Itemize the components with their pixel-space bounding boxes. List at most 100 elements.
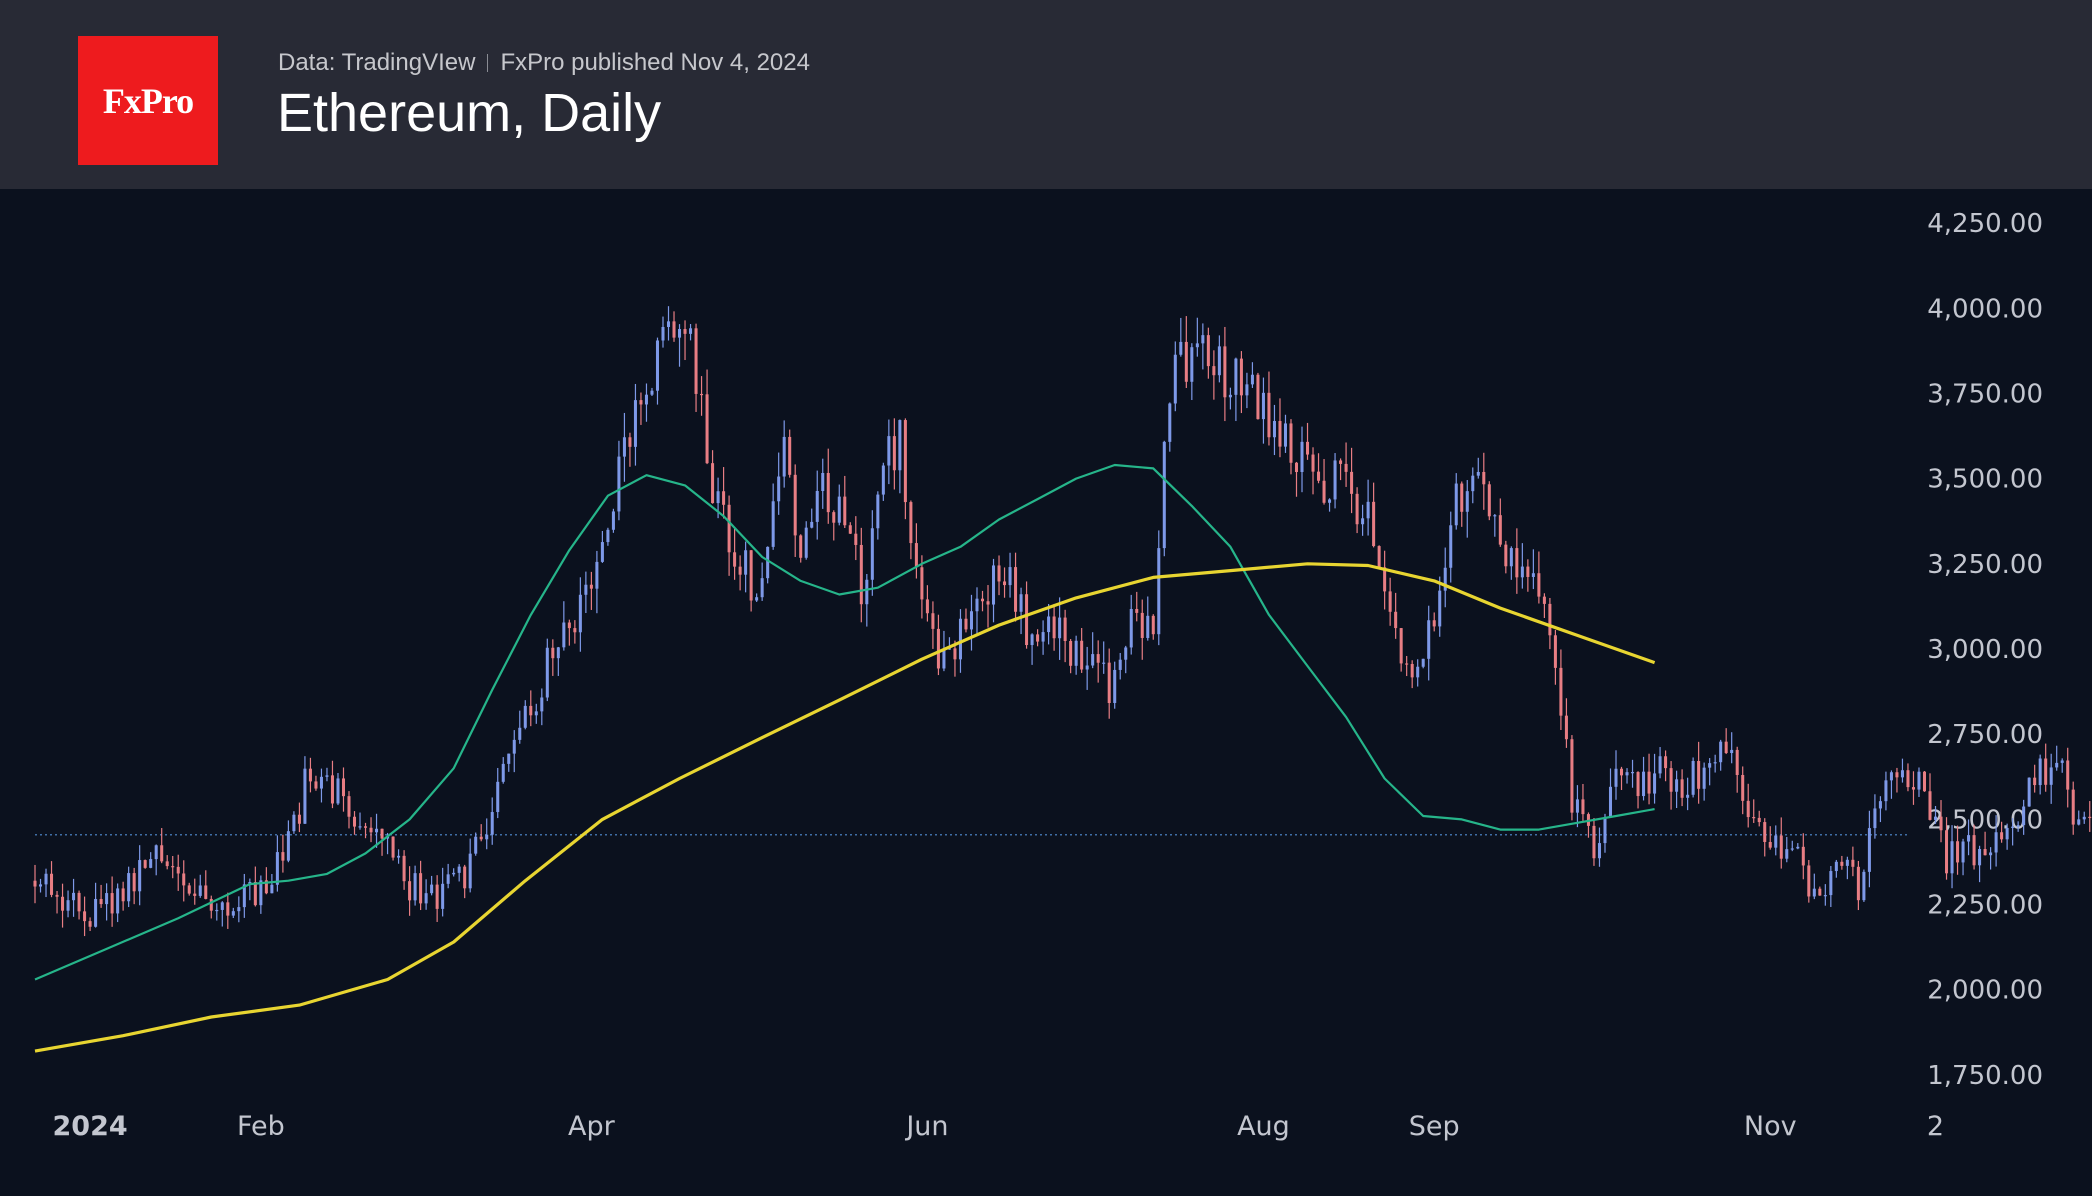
candle-body [1372, 501, 1376, 547]
candle-body [308, 768, 312, 782]
candle-body [50, 873, 54, 895]
y-tick-label: 2,250.00 [1927, 891, 2043, 921]
candle-body [1317, 471, 1321, 481]
candle-body [848, 525, 852, 534]
candle-body [622, 437, 626, 457]
candle-body [204, 885, 208, 899]
candle-body [1956, 841, 1960, 863]
candle-body [529, 705, 533, 716]
candle-body [1168, 403, 1172, 442]
candle-body [683, 329, 687, 334]
candle-body [1201, 335, 1205, 344]
candle-body [1449, 525, 1453, 568]
candle-body [1840, 861, 1844, 866]
candle-body [336, 778, 340, 804]
candle-body [1719, 741, 1723, 763]
candle-body [678, 329, 682, 338]
y-tick-label: 2,000.00 [1927, 976, 2043, 1006]
candle-body [2027, 777, 2031, 807]
candle-body [1234, 358, 1238, 395]
candle-body [231, 911, 235, 916]
candle-body [1752, 817, 1756, 819]
candle-body [2038, 758, 2042, 786]
candle-body [1702, 767, 1706, 789]
candle-body [578, 594, 582, 633]
candle-body [430, 884, 434, 894]
candle-body [1217, 346, 1221, 376]
candle-body [1278, 420, 1282, 447]
candle-body [1900, 770, 1904, 778]
candle-body [1250, 374, 1254, 385]
candle-body [942, 649, 946, 669]
candle-body [1625, 772, 1629, 776]
candle-body [1713, 762, 1717, 764]
candle-body [441, 883, 445, 909]
candle-body [1135, 608, 1139, 613]
candle-body [143, 860, 147, 868]
candle-body [551, 647, 555, 659]
candle-body [1113, 669, 1117, 703]
candle-body [154, 845, 158, 860]
candle-body [876, 494, 880, 529]
candle-body [242, 884, 246, 908]
candle-body [1537, 573, 1541, 597]
candle-body [1619, 768, 1624, 776]
candle-body [1416, 666, 1420, 678]
candle-body [1333, 460, 1337, 500]
candle-body [992, 565, 996, 605]
candle-body [297, 814, 301, 824]
candle-body [402, 855, 406, 882]
candle-body [689, 328, 693, 334]
candle-body [1680, 779, 1684, 798]
candle-body [1212, 366, 1216, 376]
candle-body [1388, 591, 1392, 612]
candle-body [1107, 662, 1111, 703]
candle-body [2005, 827, 2009, 840]
candle-body [352, 816, 357, 827]
candle-body [1553, 635, 1557, 668]
candle-body [1256, 374, 1260, 420]
candle-body [463, 866, 467, 889]
candle-body [286, 831, 290, 861]
candle-body [1531, 573, 1535, 577]
x-tick-label: Sep [1409, 1111, 1460, 1142]
y-tick-label: 4,000.00 [1927, 294, 2043, 324]
candle-body [1834, 861, 1838, 872]
candle-body [1195, 343, 1199, 348]
x-tick-label: Apr [568, 1111, 616, 1142]
x-tick-label: Jun [904, 1111, 948, 1142]
candle-body [1801, 846, 1805, 866]
candle-body [160, 845, 164, 862]
x-axis: 2024 Feb Apr Jun Aug Sep Nov 2 [53, 1111, 1945, 1142]
candle-body [859, 544, 863, 605]
candle-body [1465, 491, 1469, 512]
candle-body [969, 611, 973, 630]
candle-body [198, 885, 202, 896]
candle-body [138, 860, 142, 892]
candle-body [1592, 825, 1596, 859]
candle-body [821, 472, 825, 491]
candle-body [716, 491, 720, 504]
candle-body [187, 885, 191, 894]
short-ma-line [34, 463, 1655, 981]
x-tick-label: Feb [237, 1111, 285, 1142]
candle-body [1631, 772, 1635, 774]
price-chart[interactable]: 1,750.00 2,000.00 2,250.00 2,500.00 2,750.00… [0, 189, 2092, 1196]
candle-body [914, 543, 918, 568]
candle-body [1173, 354, 1177, 404]
candle-body [947, 648, 951, 650]
candle-body [435, 884, 439, 909]
candle-body [1978, 849, 1982, 866]
candle-body [1140, 612, 1144, 638]
candle-body [611, 511, 615, 530]
candle-body [2022, 806, 2026, 826]
candle-body [1691, 761, 1695, 795]
candle-body [94, 898, 98, 927]
candle-body [341, 778, 346, 797]
candle-body [666, 321, 671, 327]
long-ma-line [34, 562, 1656, 1053]
candle-body [237, 907, 241, 912]
candle-body [1124, 647, 1128, 660]
candle-body [727, 504, 731, 553]
candle-body [815, 490, 819, 522]
